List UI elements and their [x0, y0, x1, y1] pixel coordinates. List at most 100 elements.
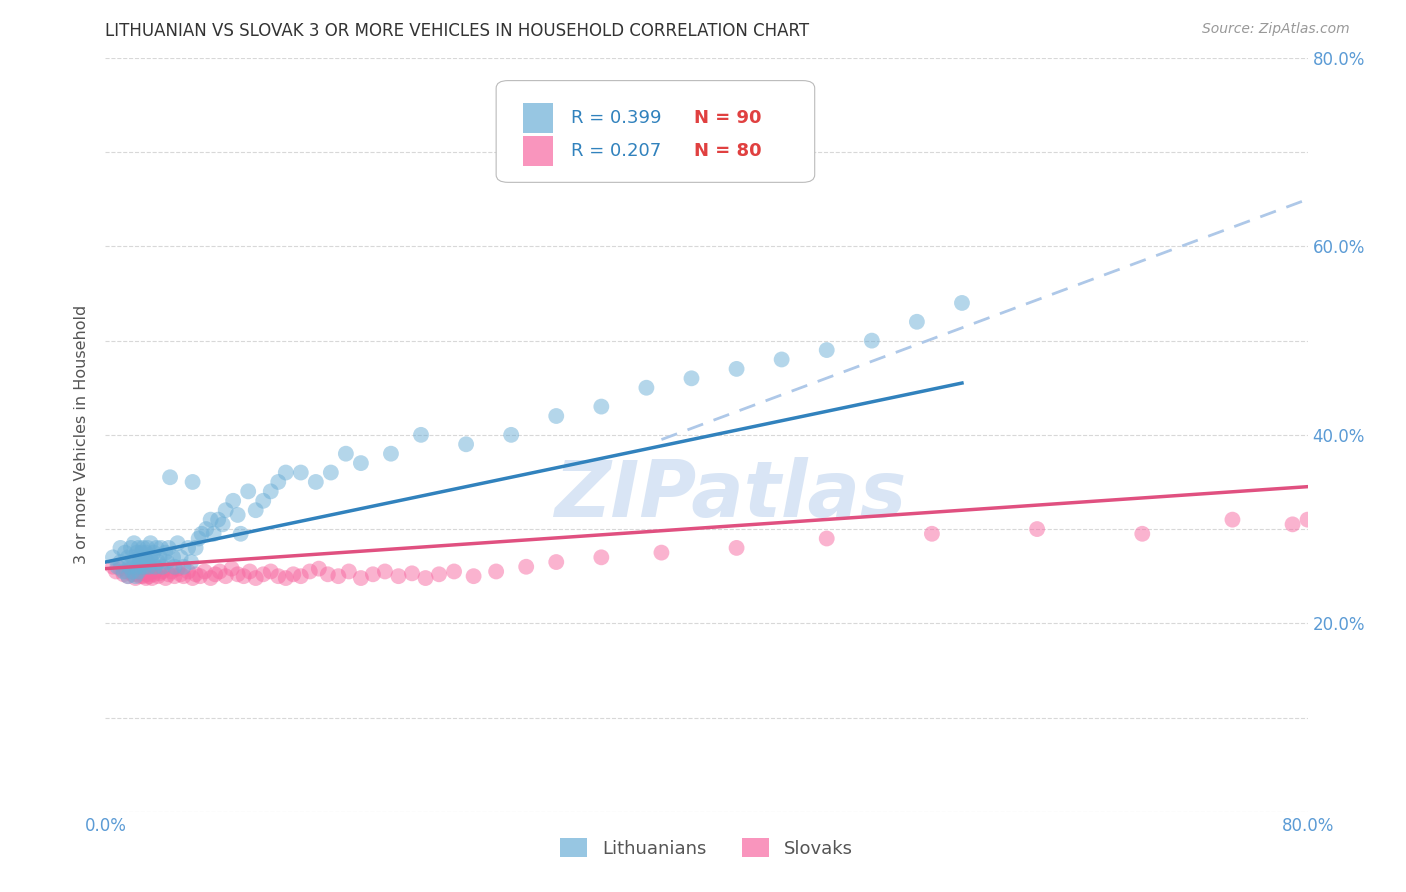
Point: [129, 550, 152, 565]
Point: [125, 546, 148, 560]
Text: LITHUANIAN VS SLOVAK 3 OR MORE VEHICLES IN HOUSEHOLD CORRELATION CHART: LITHUANIAN VS SLOVAK 3 OR MORE VEHICLES …: [105, 22, 810, 40]
Point: [361, 567, 384, 582]
Bar: [523, 136, 553, 166]
Point: [337, 565, 360, 579]
Point: [180, 555, 202, 569]
Point: [515, 559, 537, 574]
Point: [131, 546, 153, 560]
Point: [114, 546, 136, 560]
Point: [485, 565, 508, 579]
Point: [134, 565, 156, 579]
Point: [117, 550, 139, 565]
Point: [157, 541, 180, 555]
Point: [155, 546, 177, 560]
Text: N = 80: N = 80: [695, 142, 762, 160]
Point: [110, 555, 132, 569]
Point: [173, 569, 195, 583]
Point: [157, 567, 180, 582]
Point: [139, 550, 162, 565]
Point: [226, 508, 249, 522]
Point: [409, 428, 432, 442]
Point: [162, 550, 184, 565]
Point: [131, 566, 153, 581]
Point: [463, 569, 485, 583]
Point: [245, 571, 267, 585]
Point: [1281, 517, 1303, 532]
Point: [160, 565, 183, 579]
Point: [132, 569, 155, 583]
Point: [156, 555, 179, 569]
Point: [101, 550, 124, 565]
Point: [815, 343, 838, 357]
Point: [290, 569, 312, 583]
Point: [187, 532, 209, 546]
Point: [211, 517, 233, 532]
Point: [401, 566, 423, 581]
Point: [238, 484, 260, 499]
Point: [188, 569, 211, 583]
Text: Source: ZipAtlas.com: Source: ZipAtlas.com: [1202, 22, 1350, 37]
Text: R = 0.207: R = 0.207: [571, 142, 661, 160]
Point: [725, 541, 748, 555]
Point: [141, 555, 163, 569]
Legend: Lithuanians, Slovaks: Lithuanians, Slovaks: [551, 830, 862, 867]
Point: [725, 362, 748, 376]
Point: [226, 567, 249, 582]
Point: [298, 565, 321, 579]
Point: [221, 561, 243, 575]
Point: [139, 565, 162, 579]
Point: [454, 437, 477, 451]
Point: [138, 559, 160, 574]
Point: [252, 493, 274, 508]
Point: [1296, 513, 1319, 527]
Point: [141, 571, 163, 585]
Point: [591, 550, 613, 565]
Point: [169, 550, 191, 565]
Point: [135, 546, 157, 560]
Point: [128, 565, 150, 579]
Point: [305, 475, 328, 489]
Point: [245, 503, 267, 517]
Point: [267, 569, 290, 583]
Point: [380, 447, 402, 461]
Point: [308, 561, 330, 575]
Point: [501, 428, 523, 442]
Point: [260, 484, 283, 499]
Point: [200, 571, 222, 585]
Point: [138, 569, 160, 583]
Point: [190, 526, 212, 541]
Point: [202, 526, 225, 541]
Point: [148, 550, 170, 565]
Point: [122, 565, 145, 579]
Point: [125, 567, 148, 582]
Point: [194, 565, 217, 579]
Point: [124, 569, 146, 583]
Point: [283, 567, 305, 582]
Point: [136, 555, 159, 569]
Point: [159, 470, 181, 484]
Point: [152, 559, 174, 574]
Point: [815, 532, 838, 546]
Y-axis label: 3 or more Vehicles in Household: 3 or more Vehicles in Household: [75, 305, 90, 565]
Point: [274, 571, 297, 585]
Point: [173, 559, 195, 574]
Point: [120, 541, 142, 555]
Point: [135, 571, 157, 585]
Bar: [523, 103, 553, 134]
Point: [163, 559, 186, 574]
Point: [387, 569, 409, 583]
Point: [124, 555, 146, 569]
Point: [415, 571, 437, 585]
Point: [328, 569, 350, 583]
Point: [427, 567, 450, 582]
Point: [184, 541, 207, 555]
Point: [136, 567, 159, 582]
Point: [115, 565, 138, 579]
FancyBboxPatch shape: [496, 80, 814, 182]
Point: [152, 565, 174, 579]
Point: [204, 567, 226, 582]
Point: [143, 559, 166, 574]
Point: [146, 555, 169, 569]
Point: [110, 561, 132, 575]
Point: [143, 565, 166, 579]
